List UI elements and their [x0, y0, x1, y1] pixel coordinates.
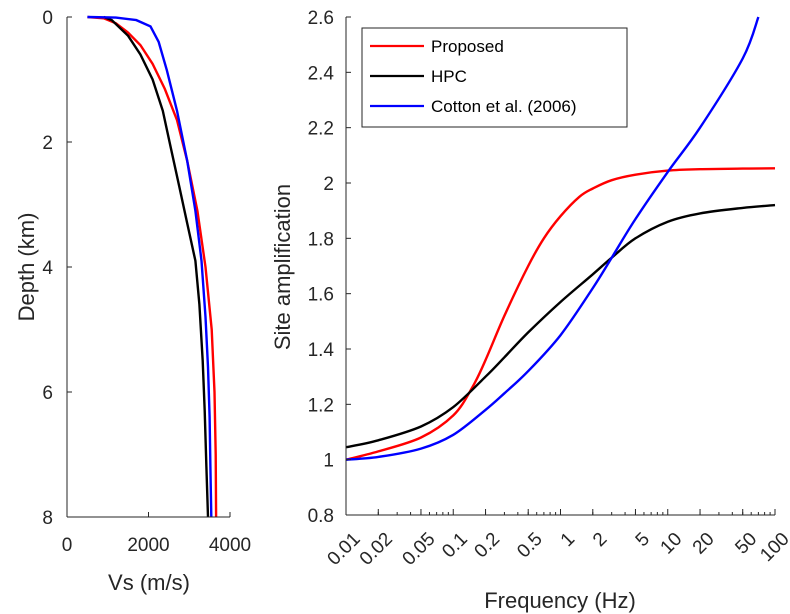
depth-y-tick-label: 0: [42, 8, 53, 29]
freq-x-tick-label: 10: [657, 529, 687, 559]
freq-x-tick-label: 0.05: [399, 529, 440, 570]
vs-x-tick-label: 4000: [209, 535, 251, 556]
amp-y-tick-label: 1: [323, 451, 334, 472]
vs-line-hpc: [103, 15, 210, 518]
freq-x-tick-label: 0.5: [513, 529, 547, 563]
amp-line-hpc: [345, 203, 776, 449]
legend-label-hpc: HPC: [431, 67, 467, 86]
amplification-lines: [345, 16, 776, 461]
freq-x-tick-label: 5: [632, 529, 654, 551]
legend-box: [361, 27, 628, 128]
depth-y-tick-label: 2: [42, 133, 53, 154]
freq-x-tick-label: 2: [589, 529, 611, 551]
amp-y-tick-label: 1.8: [308, 229, 334, 250]
amp-y-tick-label: 1.6: [308, 285, 334, 306]
freq-x-tick-label: 50: [732, 529, 762, 559]
legend-label-cotton: Cotton et al. (2006): [431, 97, 577, 116]
depth-ylabel: Depth (km): [14, 213, 39, 322]
amp-y-tick-label: 2.6: [308, 8, 334, 29]
freq-x-tick-label: 100: [756, 529, 790, 566]
freq-x-tick-label: 0.2: [471, 529, 505, 563]
amp-y-tick-label: 1.2: [308, 395, 334, 416]
vs-xlabel: Vs (m/s): [108, 570, 190, 595]
amp-y-tick-label: 2.2: [308, 119, 334, 140]
amplification-axes: 0.010.02 0.050.10.2 0.5 1 2 5 10 20 501000.811.2…: [308, 8, 790, 570]
freq-x-tick-label: 1: [557, 529, 579, 551]
amp-y-tick-label: 2.4: [308, 63, 335, 84]
freq-x-tick-label: 0.01: [324, 529, 365, 570]
vs-depth-lines: [87, 15, 218, 518]
amp-line-cotton-et-al-2006: [345, 16, 760, 461]
amplification-ylabel: Site amplification: [270, 184, 295, 350]
legend: Proposed HPC Cotton et al. (2006): [361, 27, 628, 128]
amp-y-tick-label: 1.4: [308, 340, 335, 361]
amp-y-tick-label: 0.8: [308, 506, 334, 527]
depth-y-tick-label: 6: [42, 383, 53, 404]
freq-x-tick-label: 0.02: [356, 529, 397, 570]
vs-depth-axes: 0 2000 4000 0 2 4 6 8: [42, 8, 251, 556]
vs-x-tick-label: 0: [62, 535, 73, 556]
vs-depth-panel: 0 2000 4000 0 2 4 6 8 Vs (m/s) Depth (km): [14, 8, 251, 595]
amplification-panel: 0.010.02 0.050.10.2 0.5 1 2 5 10 20 501000.811.2…: [270, 8, 790, 613]
depth-y-tick-label: 8: [42, 508, 53, 529]
legend-label-proposed: Proposed: [431, 37, 504, 56]
freq-x-tick-label: 20: [689, 529, 719, 559]
vs-line-cotton-et-al-2006: [87, 15, 213, 518]
frequency-xlabel: Frequency (Hz): [484, 588, 636, 613]
freq-x-tick-label: 0.1: [438, 529, 472, 563]
amp-y-tick-label: 2: [323, 174, 334, 195]
vs-x-tick-label: 2000: [127, 535, 169, 556]
amp-line-proposed: [345, 167, 776, 461]
depth-y-tick-label: 4: [42, 258, 53, 279]
